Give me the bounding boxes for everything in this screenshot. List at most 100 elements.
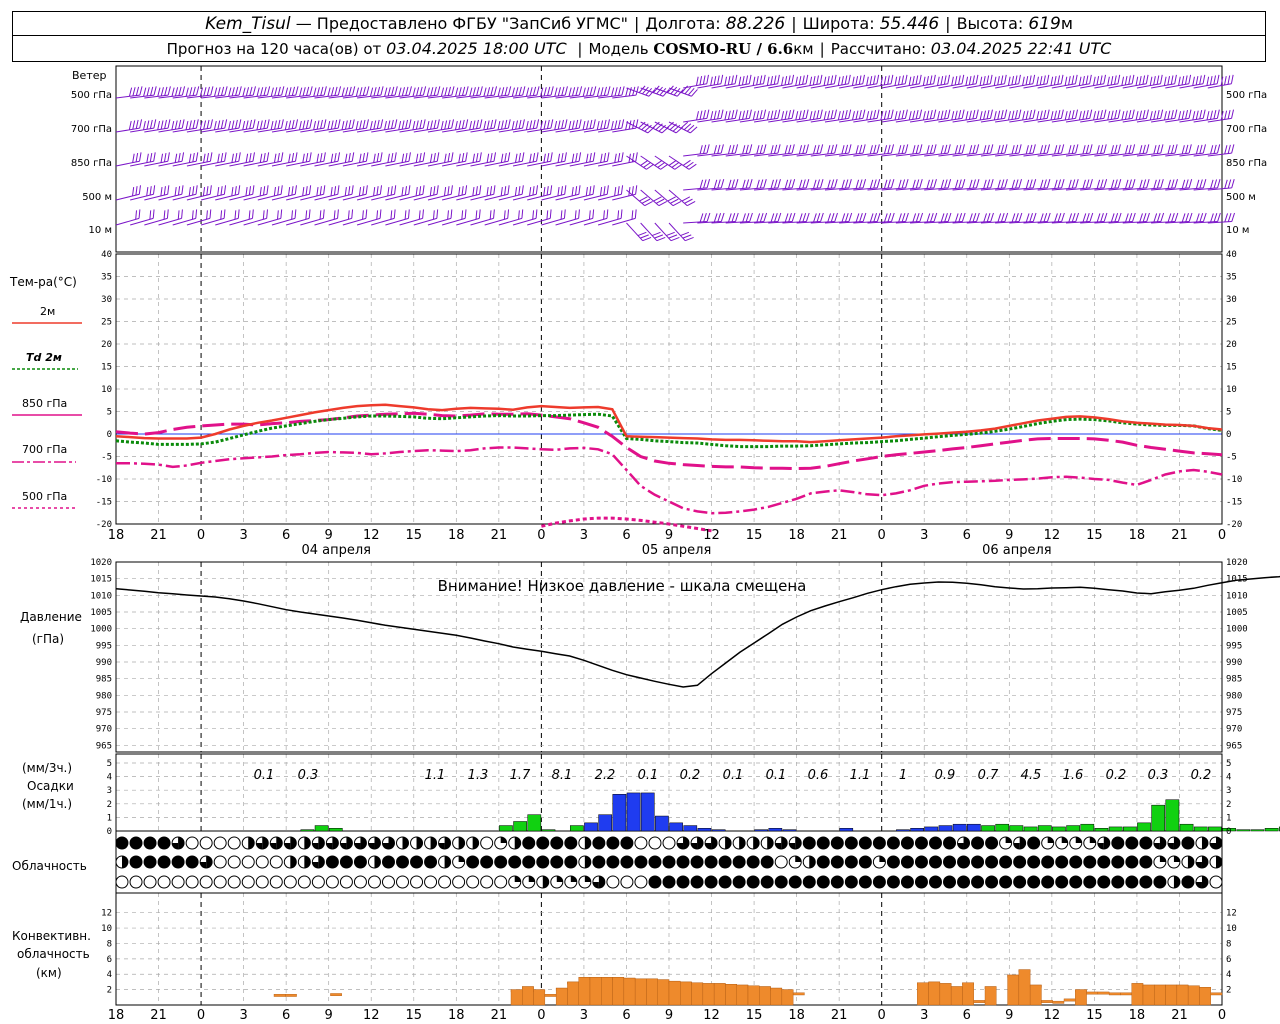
hour-label-mid: 18 [448, 528, 465, 543]
wind-barb [172, 86, 200, 99]
wind-barb [824, 109, 852, 123]
barb-feather [1061, 212, 1065, 222]
cloud-symbol [424, 855, 438, 869]
barb-shaft [115, 127, 140, 133]
barb-shaft [853, 117, 878, 123]
wind-barb [626, 222, 652, 242]
barb-feather [220, 210, 223, 220]
barb-feather [284, 120, 288, 130]
cloud-symbol [858, 855, 872, 869]
wind-barb [810, 109, 837, 123]
cloud-symbol [1153, 875, 1167, 889]
precip-bar [839, 828, 854, 832]
cloud-symbol [410, 855, 424, 869]
barb-shaft [782, 152, 807, 157]
wind-barb [952, 109, 979, 123]
barb-feather [770, 145, 774, 155]
cloud-quarter [368, 843, 375, 849]
hour-label-mid: 15 [405, 528, 422, 543]
barb-feather [703, 179, 707, 189]
barb-shaft [413, 127, 438, 133]
cloud-symbol [325, 836, 339, 850]
barb-feather [589, 152, 592, 163]
cloud-symbol [886, 836, 900, 850]
press-tick-right: 1000 [1226, 625, 1248, 635]
cloud-fill [326, 856, 339, 868]
barb-feather [440, 87, 445, 97]
wind-barb [399, 152, 426, 167]
wind-barb [1136, 74, 1163, 89]
conv-bar-fill [781, 989, 794, 1006]
barb-feather [390, 210, 393, 220]
barb-feather [469, 120, 473, 130]
cloud-fill [424, 856, 437, 868]
wind-barb [654, 189, 682, 207]
cloud-fill [1181, 876, 1194, 888]
barb-feather [912, 213, 917, 223]
barb-feather [752, 111, 756, 121]
wind-barb [909, 144, 937, 157]
barb-feather [855, 76, 859, 86]
wind-barb [356, 119, 384, 133]
barb-feather [1043, 144, 1047, 154]
barb-feather [1199, 213, 1204, 222]
t500-line [541, 516, 712, 533]
barb-feather [673, 87, 681, 96]
barb-feather [816, 75, 819, 85]
wind-barb [796, 212, 824, 224]
wind-barb [1108, 109, 1135, 123]
barb-feather [157, 120, 161, 130]
barb-feather [788, 144, 792, 154]
barb-feather [171, 87, 175, 97]
barb-shaft [385, 94, 410, 99]
barb-shaft [1108, 152, 1133, 157]
barb-feather [901, 179, 906, 189]
barb-shaft [541, 160, 566, 167]
barb-feather [735, 212, 739, 222]
cloud-circle [185, 836, 199, 850]
barb-feather [706, 74, 709, 84]
barb-feather [178, 152, 181, 163]
cloud-symbol [452, 836, 466, 850]
barb-shaft [271, 94, 296, 99]
legend-500-label: 500 гПа [22, 490, 67, 503]
wind-barb [527, 185, 553, 201]
barb-feather [1199, 75, 1202, 85]
barb-feather [337, 119, 341, 129]
cloud-fill [747, 876, 760, 888]
cloud-symbol [311, 855, 325, 869]
press-tick-left: 985 [96, 675, 112, 685]
wind-barb [753, 74, 780, 89]
wind-barb [286, 119, 313, 133]
barb-feather [228, 87, 232, 97]
conv-title-2: облачность [17, 947, 90, 961]
barb-feather [554, 87, 558, 97]
barb-shaft [399, 94, 424, 99]
cloud-fill [130, 856, 143, 868]
cloud-symbol [676, 855, 690, 869]
barb-feather [330, 186, 333, 197]
barb-feather [135, 210, 138, 220]
cloud-fill [592, 856, 605, 868]
barb-feather [550, 185, 553, 195]
wind-barb [356, 86, 384, 99]
barb-shaft [229, 193, 253, 201]
temp-tick-left: 10 [101, 385, 112, 395]
barb-feather [1213, 110, 1217, 120]
barb-feather [450, 209, 453, 219]
barb-feather [869, 145, 873, 155]
cloud-symbol [1139, 875, 1153, 889]
barb-shaft [300, 94, 325, 99]
barb-feather [387, 153, 390, 163]
wind-barb [583, 152, 610, 167]
barb-feather [641, 198, 651, 204]
barb-feather [1075, 109, 1079, 119]
barb-shaft [938, 83, 963, 89]
cloud-symbol [550, 875, 564, 889]
cloud-half [290, 837, 297, 849]
wind-barb [342, 119, 369, 133]
barb-shaft [115, 217, 140, 226]
precip-total: 1.1 [850, 768, 871, 783]
wind-barb [243, 185, 269, 201]
cloud-quarter [1173, 856, 1180, 862]
